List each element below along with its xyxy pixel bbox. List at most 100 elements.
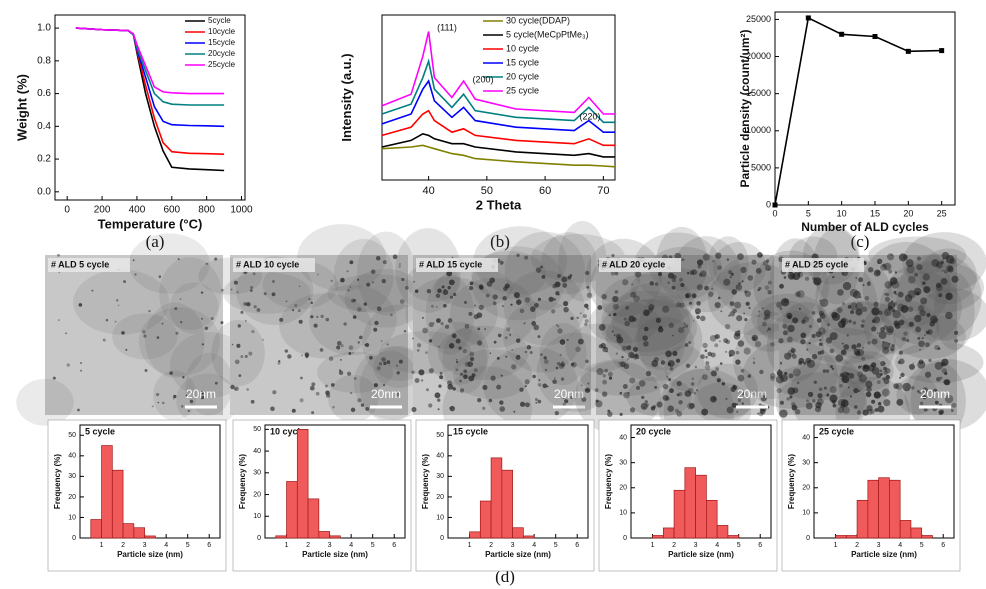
plot-frame — [774, 11, 956, 206]
tem-particle — [787, 324, 795, 333]
tem-particle — [876, 332, 879, 334]
tem-region — [671, 236, 741, 313]
tem-particle — [234, 359, 240, 365]
tem-particle — [871, 338, 878, 345]
tem-particle — [566, 338, 569, 342]
tem-particle — [852, 290, 861, 299]
tem-particle — [681, 258, 685, 262]
tem-particle — [880, 264, 887, 271]
tem-particle — [865, 391, 872, 398]
tem-particle — [640, 402, 648, 410]
tem-particle — [693, 391, 697, 395]
bar — [845, 535, 858, 539]
tem-particle — [770, 376, 775, 381]
tem-particle — [544, 368, 548, 372]
x-tick-label: 70 — [597, 185, 609, 197]
tem-particle — [861, 319, 865, 323]
tem-particle — [437, 398, 441, 402]
tem-particle — [598, 344, 603, 349]
y-axis-label: Weight (%) — [14, 74, 29, 141]
tem-particle — [262, 338, 264, 341]
tem-particle — [858, 389, 861, 393]
tem-particle — [676, 410, 683, 417]
tem-particle — [655, 317, 662, 323]
tem-particle — [336, 340, 342, 346]
tem-particle — [783, 276, 787, 279]
tem-region — [601, 274, 695, 330]
marker — [905, 48, 911, 54]
tem-region — [353, 346, 433, 420]
tem-particle — [696, 284, 703, 291]
tem-particle — [873, 301, 879, 307]
tem-particle — [882, 341, 885, 344]
marker — [839, 31, 845, 37]
tem-particle — [469, 356, 475, 362]
tem-particle — [412, 337, 414, 340]
tem-particle — [939, 409, 945, 415]
tem-particle — [826, 393, 830, 397]
x-tick-label: 6 — [941, 542, 945, 549]
tem-particle — [922, 395, 927, 400]
tem-particle — [672, 274, 677, 280]
tem-particle — [747, 275, 754, 281]
tem-particle — [628, 315, 635, 323]
tem-particle — [448, 343, 455, 349]
tem-particle — [740, 266, 747, 273]
tem-particle — [665, 350, 672, 358]
tem-particle — [876, 380, 881, 385]
tem-region — [656, 226, 708, 300]
tem-particle — [278, 360, 281, 363]
tem-particle — [812, 399, 816, 403]
tem-particle — [381, 357, 386, 362]
tem-particle — [297, 309, 301, 313]
tem-particle — [399, 263, 401, 265]
tem-particle — [791, 404, 798, 411]
tem-particle — [667, 405, 674, 413]
tem-particle — [744, 318, 748, 322]
y-tick-label: 10 — [253, 513, 261, 520]
tem-particle — [700, 354, 705, 359]
legend-label: 30 cycle(DDAP) — [506, 15, 570, 25]
bar — [512, 527, 524, 539]
tem-particle — [586, 307, 589, 310]
tem-particle — [632, 346, 639, 352]
tem-particle — [945, 292, 953, 301]
tem-particle — [662, 305, 670, 313]
bar — [695, 474, 707, 539]
tem-particle — [934, 400, 939, 405]
tem-region — [128, 233, 210, 294]
tem-particle — [621, 345, 628, 351]
tem-particle — [921, 337, 924, 340]
tem-particle — [435, 306, 438, 308]
tem-particle — [951, 275, 959, 283]
tem-particle — [837, 320, 846, 329]
tem-particle — [801, 319, 806, 324]
y-tick-label: 40 — [802, 434, 810, 441]
tem-particle — [697, 264, 702, 269]
tem-particle — [716, 378, 721, 383]
tem-particle — [509, 333, 512, 336]
tem-particle — [189, 399, 194, 404]
tem-particle — [891, 308, 896, 313]
tem-particle — [382, 384, 386, 387]
tem-region — [539, 323, 587, 386]
tem-particle — [376, 306, 382, 312]
tem-particle — [813, 278, 819, 285]
y-tick-label: 40 — [436, 453, 444, 460]
tem-particle — [236, 290, 239, 294]
tem-particle — [748, 306, 751, 310]
tem-region — [327, 273, 422, 313]
tem-region — [503, 300, 582, 373]
tem-particle — [537, 297, 542, 301]
y-tick-label: 30 — [68, 473, 76, 480]
tem-particle — [822, 369, 827, 373]
tem-particle — [806, 399, 809, 403]
tem-particle — [708, 291, 714, 297]
tem-particle — [519, 308, 525, 314]
tem-particle — [796, 290, 805, 298]
tem-particle — [513, 410, 516, 413]
tem-particle — [767, 289, 772, 295]
tem-region — [558, 220, 607, 302]
tem-particle — [614, 290, 619, 294]
tem-particle — [897, 360, 901, 365]
